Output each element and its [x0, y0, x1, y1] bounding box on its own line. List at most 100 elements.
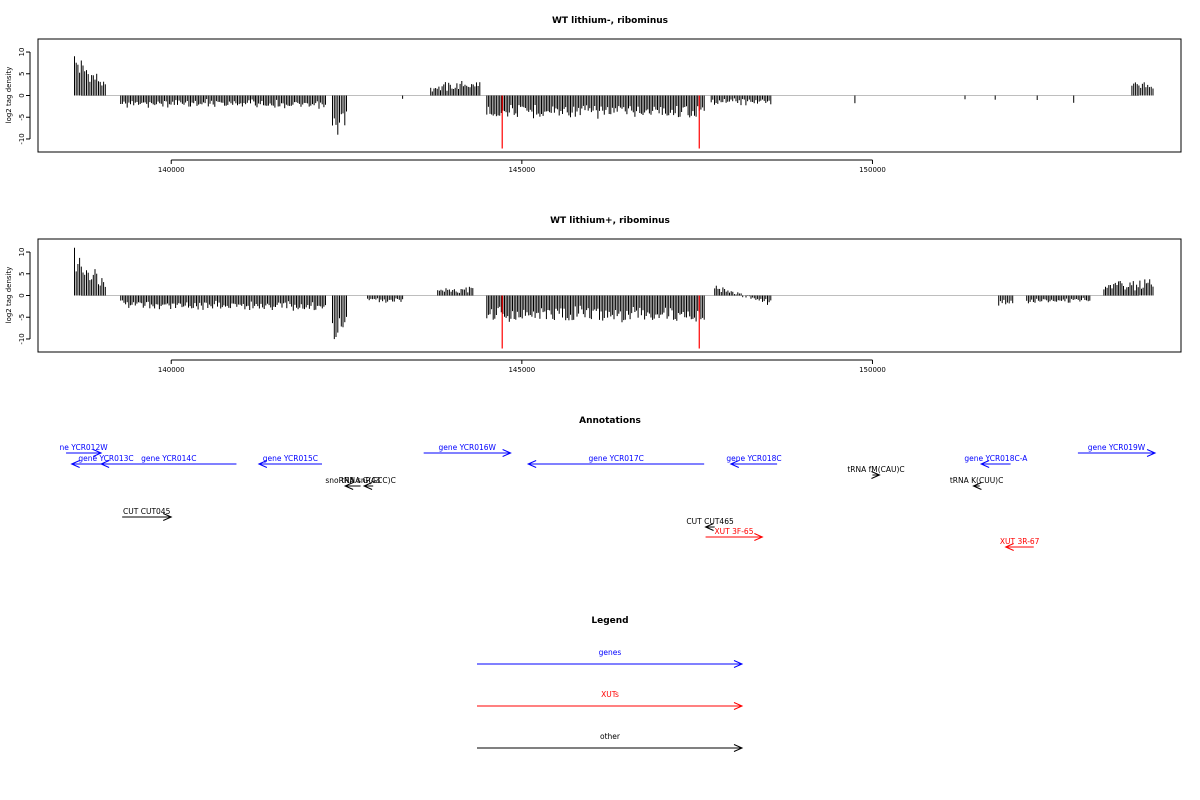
feature-label: tRNA fM(CAU)C — [847, 465, 904, 474]
legend-entry-genes: genes — [477, 648, 744, 668]
signal-segment — [714, 285, 772, 305]
annotation-feature: gene YCR013C — [70, 454, 141, 468]
signal-segment — [1103, 279, 1154, 296]
y-tick-label: 0 — [18, 293, 26, 297]
y-tick-label: 5 — [18, 272, 26, 276]
signal-segment — [74, 56, 106, 96]
legend-arrow-head — [733, 744, 744, 752]
signal-segment — [367, 295, 404, 303]
annotation-feature: gene YCR015C — [257, 454, 322, 468]
annotation-features: ne YCR012W gene YCR013C gene YCR014C gene Y… — [60, 443, 1157, 551]
x-tick-label: 140000 — [158, 166, 185, 174]
annotation-feature: gene YCR014C — [99, 454, 237, 468]
signal-segment — [120, 95, 256, 108]
annotation-feature: tRNA G(GCC)C — [341, 476, 396, 490]
feature-label: tRNA K(CUU)C — [950, 476, 1004, 485]
x-tick-label: 145000 — [508, 166, 535, 174]
density-bars — [74, 247, 1154, 349]
axes: 10 5 0 -5 -10 140000 145000 150000 — [18, 48, 886, 174]
feature-label: gene YCR018C-A — [964, 454, 1028, 463]
feature-arrow-head — [70, 460, 80, 468]
legend-arrow-head — [733, 660, 744, 668]
y-tick-label: -5 — [18, 114, 26, 121]
annotation-feature: CUT CUT465 — [686, 517, 734, 531]
signal-segment — [710, 95, 772, 106]
x-tick-label: 145000 — [508, 366, 535, 374]
signal-segment — [437, 286, 474, 296]
y-tick-label: -5 — [18, 314, 26, 321]
x-tick-label: 150000 — [859, 166, 886, 174]
chart-title: WT lithium+, ribominus — [550, 216, 670, 226]
signal-segment — [1131, 82, 1154, 96]
signal-segment — [998, 295, 1014, 306]
feature-arrow-head — [1004, 543, 1014, 551]
density-bars — [74, 56, 1154, 149]
feature-arrow-head — [871, 471, 881, 479]
feature-label: gene YCR014C — [141, 454, 196, 463]
annotation-feature: XUT 3R-67 — [1000, 537, 1040, 551]
feature-label: XUT 3F-65 — [715, 527, 754, 536]
y-axis-label: log2 tag density — [5, 67, 13, 124]
axes: 10 5 0 -5 -10 140000 145000 150000 — [18, 248, 886, 374]
y-tick-label: 5 — [18, 72, 26, 76]
feature-label: gene YCR015C — [263, 454, 318, 463]
x-tick-label: 150000 — [859, 366, 886, 374]
y-tick-label: -10 — [18, 133, 26, 144]
feature-label: gene YCR013C — [78, 454, 133, 463]
feature-arrow-head — [92, 449, 103, 457]
feature-label: tRNA G(GCC)C — [341, 476, 395, 485]
feature-arrow-head — [972, 482, 982, 490]
signal-segment — [120, 295, 326, 311]
feature-label: snoRNA snR43 — [325, 476, 380, 485]
feature-label: gene YCR017C — [589, 454, 644, 463]
y-tick-label: 10 — [18, 248, 26, 257]
signal-segment — [332, 295, 347, 340]
annotation-feature: gene YCR017C — [526, 454, 705, 468]
plot-frame — [37, 238, 1182, 353]
feature-arrow-head — [163, 513, 173, 521]
feature-arrow-head — [1146, 449, 1157, 457]
annotation-feature: gene YCR018C-A — [964, 454, 1028, 468]
annotations-track: Annotations ne YCR012W gene YCR013C gene Y… — [60, 416, 1157, 551]
legend-arrow-head — [733, 702, 744, 710]
annotation-feature: gene YCR018C — [726, 454, 782, 468]
y-axis-label: log2 tag density — [5, 267, 13, 324]
legend-title: Legend — [591, 616, 628, 626]
y-tick-label: 0 — [18, 93, 26, 97]
feature-arrow-head — [979, 460, 990, 468]
feature-label: XUT 3R-67 — [1000, 537, 1040, 546]
feature-arrow-head — [729, 460, 740, 468]
plot-frame — [37, 38, 1182, 153]
y-tick-label: -10 — [18, 333, 26, 344]
annotation-feature: snoRNA snR43 — [325, 476, 381, 490]
feature-arrow-head — [362, 482, 373, 490]
legend-label: XUTs — [601, 690, 619, 699]
legend-entry-other: other — [477, 732, 744, 752]
annotation-feature: gene YCR019W — [1077, 443, 1157, 457]
feature-arrow-head — [502, 449, 512, 457]
y-tick-label: 10 — [18, 48, 26, 57]
annotation-feature: tRNA K(CUU)C — [950, 476, 1004, 490]
chart-title: WT lithium-, ribominus — [552, 16, 668, 26]
legend-entries: genes XUTs other — [477, 648, 744, 752]
annotations-title: Annotations — [579, 416, 641, 426]
legend: Legend genes XUTs other — [477, 616, 744, 752]
feature-label: CUT CUT045 — [123, 507, 171, 516]
feature-arrow-head — [343, 482, 354, 490]
signal-segment — [74, 247, 106, 296]
x-tick-label: 140000 — [158, 366, 185, 374]
feature-label: gene YCR019W — [1088, 443, 1146, 452]
signal-segment — [254, 95, 326, 109]
legend-entry-xuts: XUTs — [477, 690, 744, 710]
signal-segment — [332, 95, 347, 135]
signal-segment — [430, 81, 481, 96]
feature-arrow-head — [704, 523, 714, 531]
annotation-feature: gene YCR016W — [423, 443, 512, 457]
annotation-feature: CUT CUT045 — [122, 507, 173, 521]
feature-label: CUT CUT465 — [686, 517, 734, 526]
track-panel-lithium-plus: WT lithium+, ribominus log2 tag density … — [5, 216, 1182, 374]
feature-arrow-head — [754, 533, 764, 541]
annotation-feature: ne YCR012W — [60, 443, 108, 457]
legend-label: other — [600, 732, 621, 741]
